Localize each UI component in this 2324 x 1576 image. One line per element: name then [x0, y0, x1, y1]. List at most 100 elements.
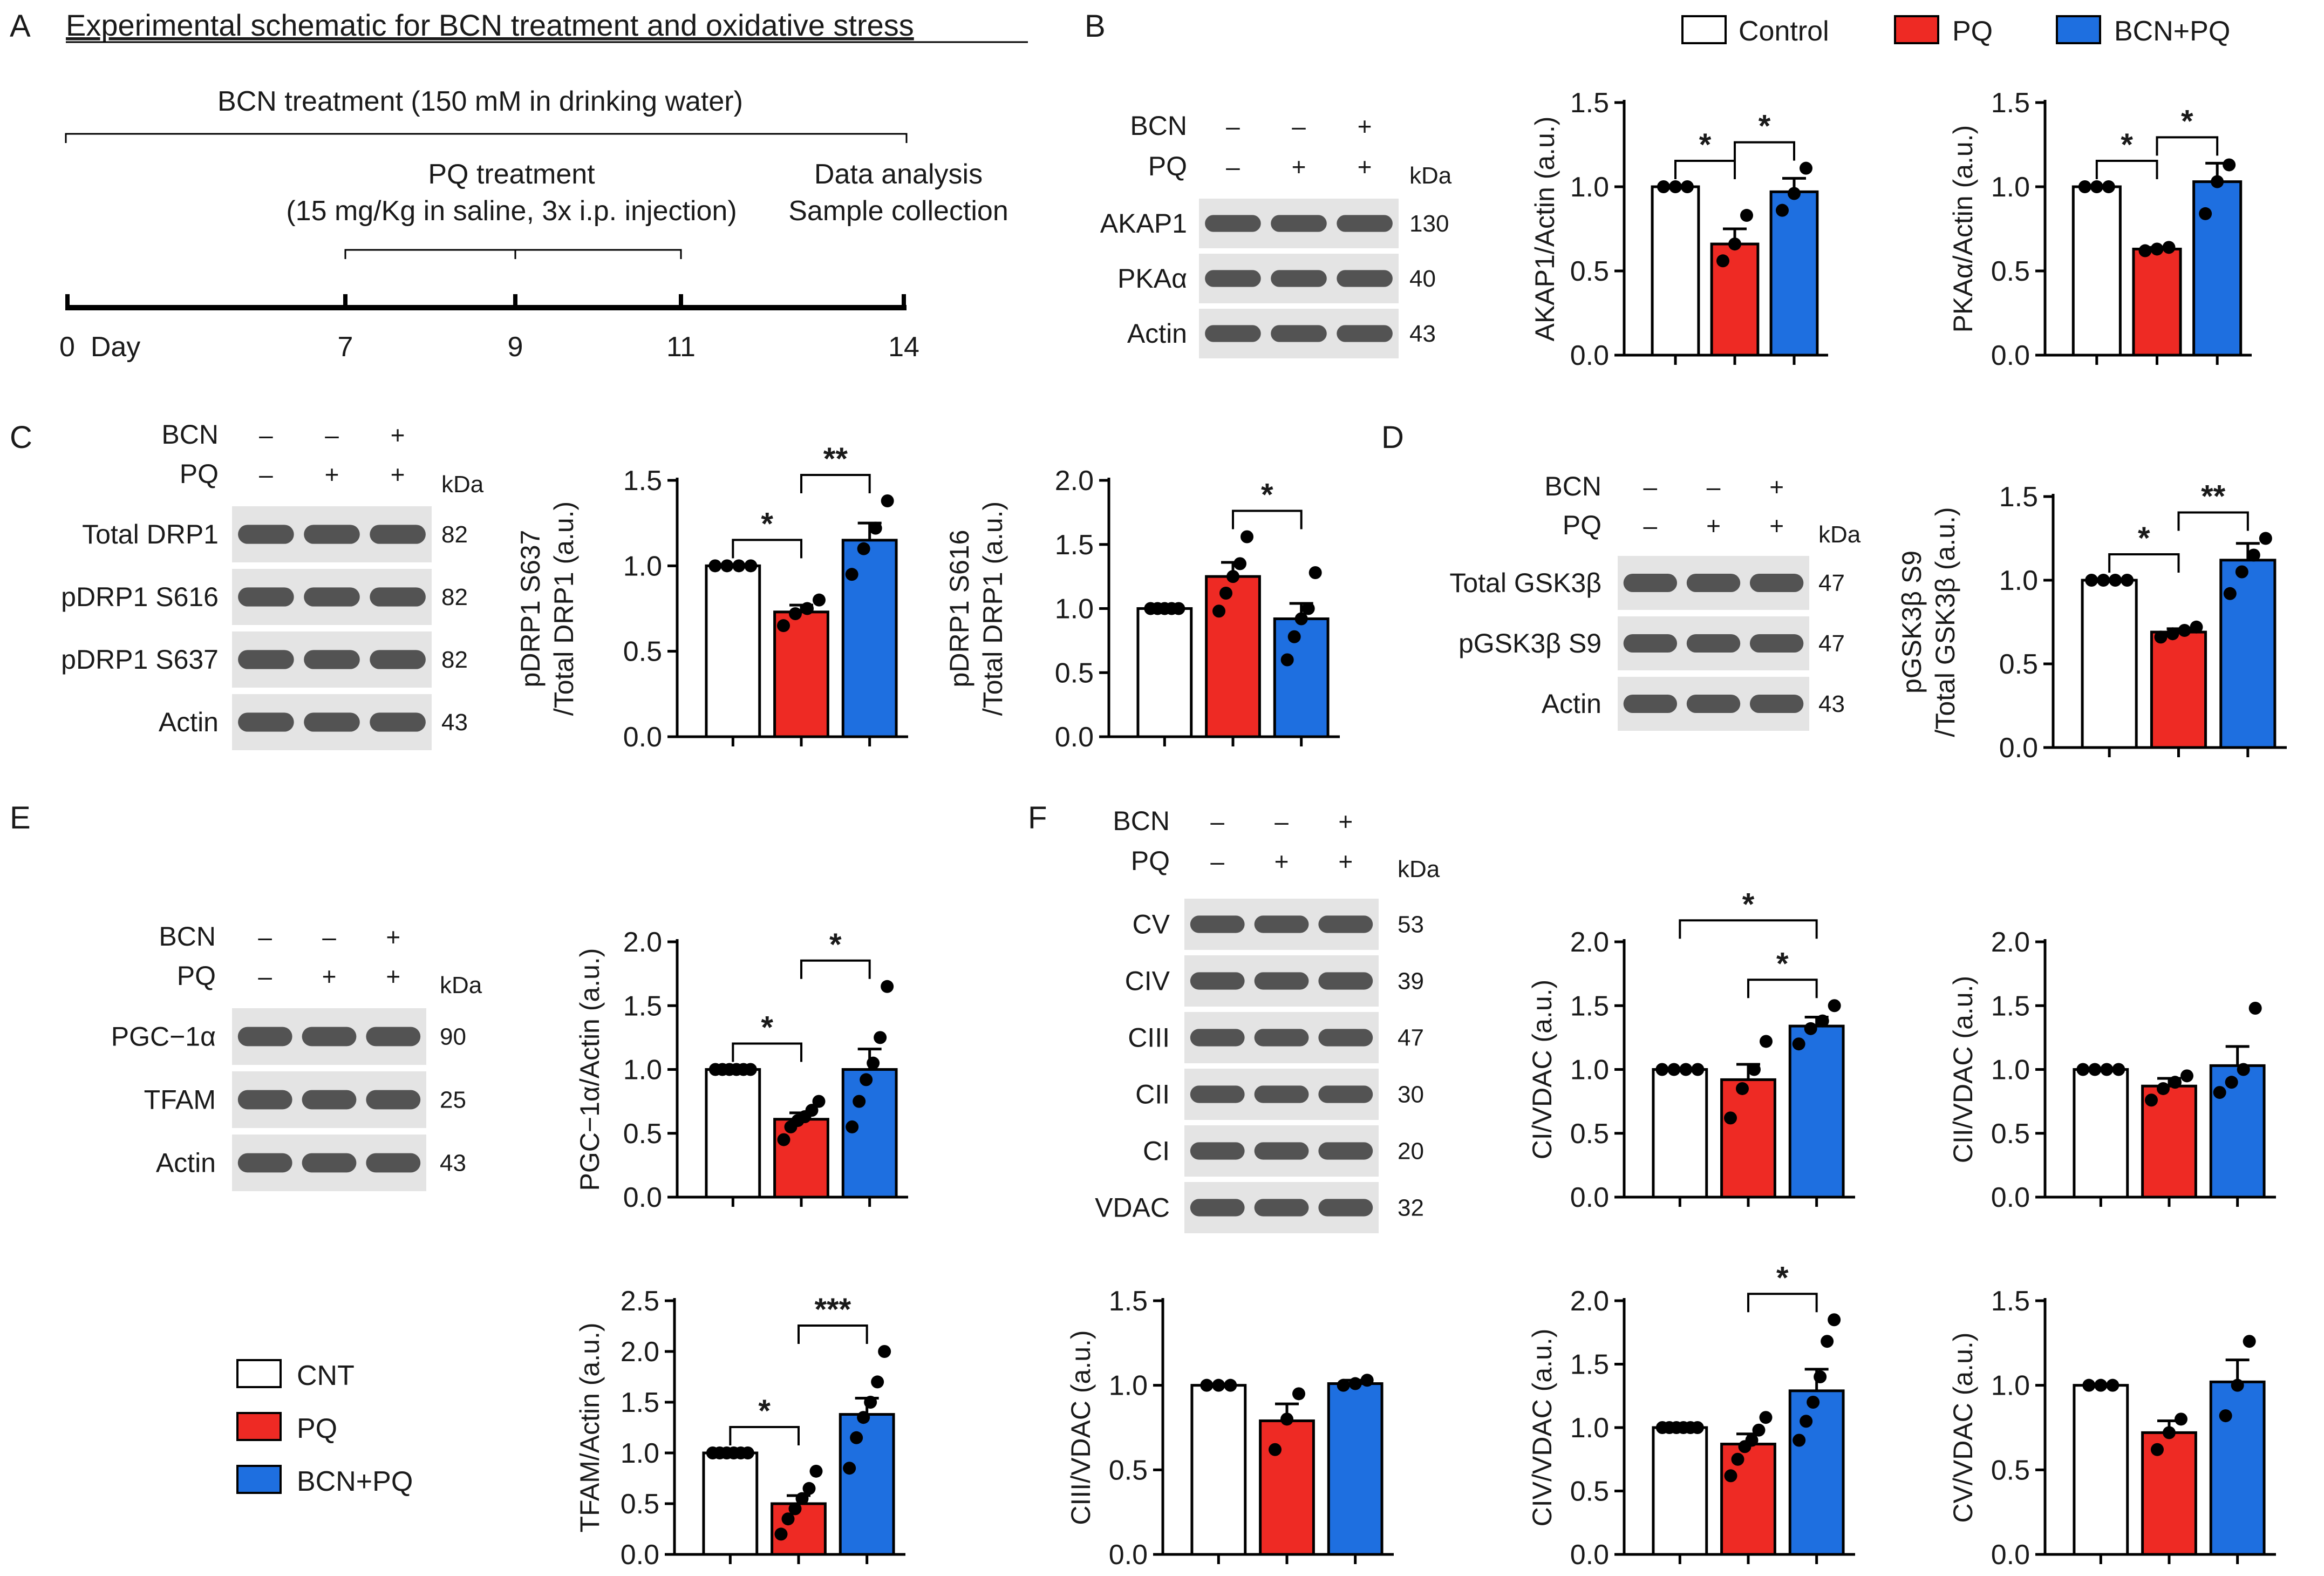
- y-tick-label: 0.0: [1109, 1539, 1148, 1571]
- data-point: [2151, 1443, 2164, 1456]
- y-tick-label: 1.5: [623, 990, 662, 1022]
- y-axis-label: PGC−1α/Actin (a.u.): [575, 948, 605, 1191]
- panel-label-e: E: [10, 800, 31, 835]
- data-point: [1776, 203, 1789, 217]
- band-label: CII: [1135, 1079, 1170, 1110]
- protein-band: [237, 1153, 292, 1173]
- data-point: [805, 1104, 819, 1117]
- protein-band: [1318, 1029, 1373, 1047]
- y-axis-label: AKAP1/Actin (a.u.): [1530, 117, 1560, 342]
- data-point: [1241, 530, 1253, 544]
- legend-pq-label: PQ: [1952, 16, 1993, 47]
- y-tick-label: 1.0: [623, 551, 662, 582]
- data-point: [2223, 587, 2237, 600]
- data-point: [857, 1411, 870, 1424]
- treatment-sign: –: [1210, 807, 1224, 835]
- protein-band: [1318, 1199, 1373, 1217]
- protein-band: [366, 1090, 421, 1110]
- legend-top: Control PQ BCN+PQ: [1681, 15, 2230, 47]
- chart-s616: 0.0 0.5 1.0 1.5 2.0 pDRP1 S616/Total DRP1 (a.…: [944, 465, 1340, 753]
- data-point: [2178, 624, 2191, 637]
- y-axis-label: TFAM/Actin (a.u.): [575, 1323, 605, 1533]
- protein-band: [370, 712, 426, 732]
- data-point: [777, 619, 790, 633]
- y-tick-label: 1.5: [623, 465, 662, 497]
- bar-cnt: [1652, 1068, 1708, 1199]
- data-point: [2145, 1093, 2158, 1107]
- y-tick-label: 2.0: [1570, 1286, 1609, 1317]
- protein-band: [1337, 270, 1393, 287]
- treatment-sign: +: [386, 923, 400, 951]
- band-kda: 47: [1398, 1025, 1424, 1051]
- y-tick-label: 1.5: [1570, 1349, 1609, 1381]
- y-axis-label: CIV/VDAC (a.u.): [1527, 1329, 1557, 1527]
- legend-bcnpq2-label: BCN+PQ: [297, 1466, 413, 1497]
- protein-band: [1318, 915, 1373, 933]
- treatment-sign: +: [1706, 512, 1721, 540]
- data-point: [2166, 627, 2179, 641]
- data-point: [1219, 587, 1232, 600]
- data-point: [2157, 1082, 2170, 1095]
- data-point: [777, 1133, 790, 1146]
- data-point: [2150, 242, 2164, 256]
- western-blots: BCN – – + PQ – + + kDa AKAP1 130 PKAα 40 Actin 43 BCN – –…: [61, 111, 1861, 1233]
- blot-e: BCN – – + PQ – + + kDa PGC−1α 90 TFAM 25 Actin 43: [111, 921, 482, 1191]
- data-point: [2259, 532, 2272, 545]
- y-tick-label: 0.0: [1999, 732, 2038, 764]
- panel-label-f: F: [1028, 800, 1047, 835]
- band-kda: 43: [441, 709, 468, 736]
- data-point: [1681, 180, 1694, 193]
- schematic-title: Experimental schematic for BCN treatment…: [66, 8, 914, 42]
- protein-band: [1190, 1142, 1245, 1160]
- treatment-sign: –: [1644, 473, 1658, 501]
- data-point: [2237, 1063, 2250, 1076]
- protein-band: [1623, 574, 1678, 592]
- tick-label-14: 14: [888, 331, 919, 363]
- data-point: [1667, 1063, 1681, 1076]
- chart-cii: 0.0 0.5 1.0 1.5 2.0 CII/VDAC (a.u.): [1948, 927, 2276, 1213]
- bar-pq: [2141, 1431, 2197, 1556]
- band-kda: 47: [1818, 570, 1845, 596]
- bar-pq: [1720, 1443, 1776, 1556]
- significance-bracket: [1734, 141, 1795, 161]
- bar-pq: [2150, 630, 2207, 749]
- y-tick-label: 0.0: [1570, 1182, 1609, 1213]
- y-tick-label: 1.5: [1991, 990, 2030, 1022]
- blot-d: BCN – – + PQ – + + kDa Total GSK3β 47 pGSK3β S9 47 Ac…: [1449, 471, 1861, 731]
- protein-band: [1190, 972, 1245, 990]
- data-point: [1691, 1063, 1705, 1076]
- treatment-label-bcn: BCN: [159, 921, 216, 952]
- y-axis-label-line2: /Total DRP1 (a.u.): [549, 501, 579, 716]
- treatment-label-pq: PQ: [180, 459, 219, 489]
- protein-band: [370, 587, 426, 607]
- data-point: [869, 521, 882, 535]
- treatment-sign: +: [1769, 473, 1784, 501]
- significance-label: *: [2138, 521, 2150, 556]
- significance-bracket: [2108, 553, 2180, 573]
- band-label: AKAP1: [1100, 208, 1187, 239]
- treatment-sign: –: [1275, 807, 1289, 835]
- bar-cnt: [2073, 1068, 2129, 1199]
- bar-pq: [1720, 1078, 1776, 1199]
- y-tick-label: 1.5: [1991, 1286, 2030, 1317]
- y-tick-label: 0.0: [1055, 722, 1094, 753]
- protein-band: [1318, 1085, 1373, 1103]
- y-tick-label: 0.5: [623, 1118, 662, 1150]
- y-tick-label: 1.5: [1999, 481, 2038, 513]
- treatment-sign: –: [322, 923, 336, 951]
- bar-bcnpq: [1788, 1389, 1845, 1556]
- protein-band: [238, 525, 294, 544]
- kda-header: kDa: [1398, 856, 1440, 882]
- treatment-sign: –: [259, 421, 273, 449]
- legend-bcnpq2-swatch: [236, 1465, 282, 1494]
- band-kda: 90: [440, 1024, 466, 1050]
- data-analysis-text: Data analysis: [814, 159, 983, 190]
- bar-cnt: [1190, 1384, 1247, 1556]
- data-point: [1348, 1377, 1362, 1390]
- data-point: [1821, 1335, 1834, 1348]
- y-tick-label: 0.5: [1570, 256, 1609, 287]
- data-point: [1716, 254, 1729, 268]
- data-point: [2219, 1409, 2232, 1423]
- y-axis-label: PKAα/Actin (a.u.): [1948, 125, 1978, 333]
- legend-cnt-swatch: [236, 1359, 282, 1388]
